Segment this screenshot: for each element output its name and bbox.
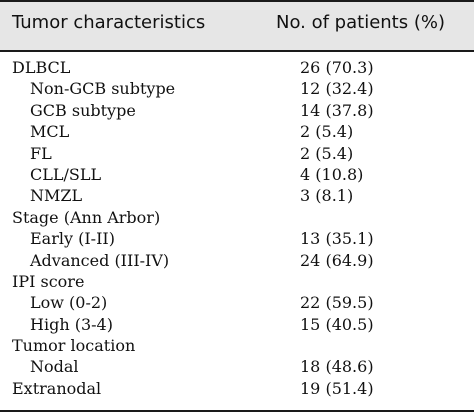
row-value: 15 (40.5) [300,314,374,334]
table-row: IPI score [0,272,474,293]
table-row: High (3-4) 15 (40.5) [0,315,474,336]
table-row: Stage (Ann Arbor) [0,208,474,229]
table-row: MCL 2 (5.4) [0,122,474,143]
row-label: High (3-4) [30,314,113,334]
table-row: Advanced (III-IV) 24 (64.9) [0,251,474,272]
table-row: Early (I-II) 13 (35.1) [0,229,474,250]
row-value: 26 (70.3) [300,58,374,77]
row-value: 2 (5.4) [300,143,354,163]
row-label: Non-GCB subtype [30,79,176,99]
row-label: IPI score [12,271,85,291]
row-label: FL [30,143,52,163]
row-label: Tumor location [12,336,136,356]
row-label: Nodal [30,357,79,377]
table-row: Nodal 18 (48.6) [0,357,474,378]
table-row: GCB subtype 14 (37.8) [0,101,474,122]
row-label: Extranodal [12,378,102,398]
row-value: 19 (51.4) [300,378,374,398]
row-value: 13 (35.1) [300,229,374,249]
row-value: 2 (5.4) [300,122,354,142]
table-header: Tumor characteristics No. of patients (%… [0,0,474,52]
header-tumor-characteristics: Tumor characteristics [12,12,206,33]
row-label: Early (I-II) [30,229,115,249]
row-label: Low (0-2) [30,293,108,313]
row-label: NMZL [30,186,83,206]
bottom-rule [0,410,474,412]
table-row: CLL/SLL 4 (10.8) [0,165,474,186]
row-label: Advanced (III-IV) [30,250,170,270]
header-number-of-patients: No. of patients (%) [276,12,445,33]
table-row: NMZL 3 (8.1) [0,186,474,207]
table-row: DLBCL 26 (70.3) [0,58,474,79]
row-value: 22 (59.5) [300,293,374,313]
table-row: Tumor location [0,336,474,357]
row-value: 14 (37.8) [300,100,374,120]
row-label: GCB subtype [30,100,136,120]
table-row: Non-GCB subtype 12 (32.4) [0,79,474,100]
table-body: DLBCL 26 (70.3) Non-GCB subtype 12 (32.4… [0,58,474,400]
row-value: 24 (64.9) [300,250,374,270]
row-value: 3 (8.1) [300,186,354,206]
row-label: CLL/SLL [30,164,102,184]
row-label: MCL [30,122,70,142]
row-label: Stage (Ann Arbor) [12,207,161,227]
table-row: Extranodal 19 (51.4) [0,379,474,400]
row-value: 18 (48.6) [300,357,374,377]
table-row: Low (0-2) 22 (59.5) [0,293,474,314]
row-value: 12 (32.4) [300,79,374,99]
table-row: FL 2 (5.4) [0,144,474,165]
row-label: DLBCL [12,58,71,77]
row-value: 4 (10.8) [300,164,364,184]
